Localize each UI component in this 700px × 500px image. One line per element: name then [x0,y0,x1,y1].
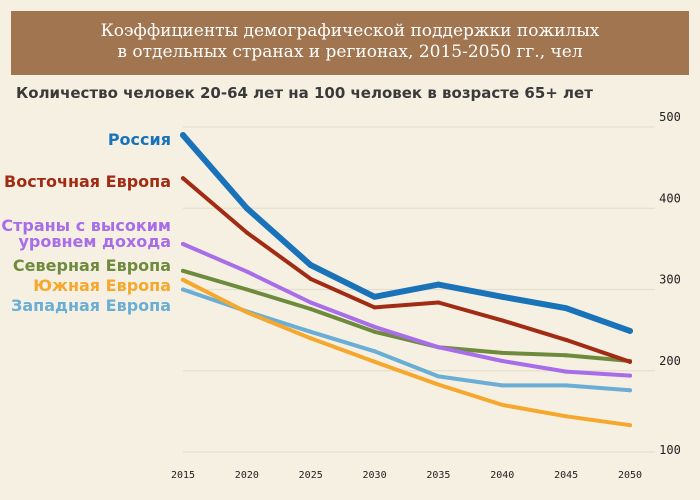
data-point [308,276,313,281]
data-point [244,287,249,292]
data-point [243,205,250,212]
data-point [500,359,505,363]
series-line-1 [181,176,632,364]
data-point [564,353,569,358]
data-point [435,281,442,288]
x-tick-label: 2040 [490,470,514,481]
data-point [564,337,569,342]
data-point [436,300,441,305]
legend-label-2: уровнем дохода [19,232,172,251]
data-point [500,350,505,355]
data-point [308,336,313,341]
data-point [499,293,506,300]
x-tick-label: 2050 [618,470,642,481]
data-point [181,242,185,246]
legend-layer: Россия Восточная Европа Страны с высокимур… [1,130,171,315]
chart-subtitle: Количество человек 20-64 лет на 100 чело… [16,84,593,102]
y-tick-label: 400 [659,191,681,205]
data-point [308,307,313,311]
data-point [564,414,569,419]
series-layer [180,132,633,428]
x-tick-label: 2045 [554,470,578,481]
y-tick-label: 300 [659,273,681,287]
data-point [181,277,185,282]
legend-label-0: Россия [108,130,171,149]
axis-layer: 100 200 300 400 500 2015 2020 2025 2030 2035 2040 2… [171,110,681,481]
data-point [180,132,186,139]
legend-label-4: Южная Европа [33,276,171,295]
chart-title-line-2: в отдельных странах и регионах, 2015-205… [117,42,583,62]
legend-label-2: Страны с высоким [1,216,171,235]
legend-label-1: Восточная Европа [4,172,171,191]
data-point [628,359,632,364]
data-point [181,287,185,292]
data-point [436,374,441,379]
data-point [563,305,570,312]
data-point [244,230,249,235]
data-point [181,176,185,181]
legend-label-5: Западная Европа [11,296,171,315]
data-point [244,269,249,274]
data-point [308,300,313,305]
x-tick-label: 2020 [235,470,259,481]
data-point [500,318,505,323]
data-point [564,383,569,388]
series-line-0 [180,132,633,334]
data-point [181,268,185,273]
y-tick-label: 200 [659,354,681,368]
data-point [628,388,632,393]
data-point [372,359,377,364]
legend-label-3: Северная Европа [13,256,171,275]
data-point [372,329,377,334]
series-line-2 [181,242,632,378]
x-tick-label: 2030 [363,470,387,481]
series-line-4 [181,277,632,428]
data-point [372,324,377,329]
series-line-3 [181,268,632,363]
data-point [436,345,441,350]
y-tick-label: 500 [659,110,681,124]
chart-title-line-1: Коэффициенты демографической поддержки п… [100,21,600,41]
y-tick-label: 100 [659,443,681,457]
data-point [500,402,505,407]
data-point [627,327,633,334]
chart-title-banner: Коэффициенты демографической поддержки п… [11,11,689,75]
data-point [500,383,505,388]
data-point [371,293,378,300]
data-point [628,373,632,378]
x-tick-label: 2035 [426,470,450,481]
data-point [436,382,441,387]
data-point [372,305,377,310]
x-tick-label: 2025 [299,470,323,481]
x-tick-label: 2015 [171,470,195,481]
data-point [307,262,314,269]
data-point [244,310,249,315]
data-point [372,349,377,354]
data-point [308,329,313,334]
data-point [564,369,569,374]
data-point [628,423,632,428]
